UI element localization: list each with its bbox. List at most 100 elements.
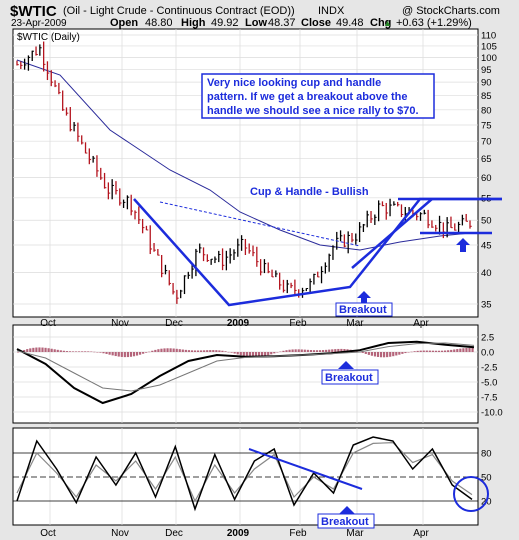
stoch-tick-label: 80 — [481, 449, 492, 460]
macd-hist-bar — [154, 349, 157, 352]
macd-hist-bar — [273, 352, 276, 354]
macd-hist-bar — [71, 351, 75, 352]
macd-hist-bar — [312, 350, 316, 352]
macd-hist-bar — [373, 352, 377, 357]
dashed-trendline — [159, 201, 361, 247]
x-axis-label: Dec — [165, 528, 183, 539]
macd-hist-bar — [215, 350, 218, 352]
chg-label: Chg — [370, 17, 391, 29]
macd-hist-bar — [379, 352, 383, 358]
macd-hist-bar — [169, 348, 172, 352]
price-tick-label: 110 — [481, 31, 496, 42]
macd-hist-bar — [318, 350, 322, 352]
stoch-line — [16, 436, 473, 512]
macd-line — [16, 340, 475, 405]
breakout-label: Breakout — [339, 304, 387, 316]
macd-hist-bar — [431, 350, 434, 352]
macd-hist-bar — [206, 350, 209, 352]
x-axis-label: Feb — [289, 318, 307, 329]
macd-hist-bar — [270, 352, 273, 355]
open-value: 48.80 — [145, 17, 173, 29]
macd-hist-bar — [428, 350, 431, 352]
macd-hist-bar — [401, 352, 404, 354]
macd-hist-bar — [413, 351, 416, 352]
macd-hist-bar — [230, 352, 233, 353]
macd-hist-bar — [78, 351, 81, 352]
macd-hist-bar — [389, 352, 392, 357]
x-axis-label: Apr — [413, 528, 429, 539]
annotation-line-1: Very nice looking cup and handle — [207, 77, 381, 89]
macd-hist-bar — [325, 349, 328, 352]
macd-hist-bar — [157, 349, 160, 352]
price-tick-label: 65 — [481, 154, 492, 165]
macd-hist-bar — [386, 352, 389, 358]
macd-breakout-arrow-icon — [338, 361, 354, 369]
macd-tick-label: -7.5 — [481, 393, 497, 404]
macd-hist-bar — [331, 349, 334, 352]
date-label: 23-Apr-2009 — [11, 18, 67, 29]
macd-hist-bar — [261, 352, 264, 357]
low-value: 48.37 — [268, 17, 296, 29]
macd-hist-bar — [35, 347, 38, 352]
stoch-breakout-arrow-icon — [339, 506, 355, 514]
macd-hist-bar — [17, 352, 20, 353]
x-axis-label: Oct — [40, 318, 56, 329]
macd-hist-bar — [236, 352, 239, 355]
macd-hist-bar — [227, 351, 230, 353]
macd-hist-bar — [361, 352, 364, 353]
macd-hist-bar — [212, 350, 215, 352]
macd-line — [16, 342, 475, 392]
macd-hist-bar — [419, 350, 422, 352]
price-tick-label: 105 — [481, 41, 497, 52]
macd-hist-bar — [471, 348, 474, 352]
breakout-trendline — [351, 198, 433, 269]
macd-hist-bar — [337, 348, 340, 352]
macd-hist-bar — [309, 350, 312, 352]
macd-hist-bar — [459, 348, 462, 352]
macd-hist-bar — [84, 351, 87, 352]
macd-hist-bar — [221, 350, 224, 352]
macd-hist-bar — [23, 349, 26, 352]
macd-hist-bar — [68, 351, 72, 352]
annotation-line-3: handle we should see a nice rally to $70… — [207, 105, 419, 117]
macd-hist-bar — [117, 352, 120, 357]
macd-hist-bar — [422, 350, 425, 352]
chg-value: +0.63 (+1.29%) — [396, 17, 472, 29]
chg-up-icon: ▲ — [383, 18, 392, 28]
price-tick-label: 85 — [481, 91, 492, 102]
macd-hist-bar — [376, 352, 380, 357]
high-label: High — [181, 17, 206, 29]
macd-hist-bar — [87, 351, 90, 352]
macd-hist-bar — [111, 352, 114, 356]
price-tick-label: 60 — [481, 173, 492, 184]
macd-hist-bar — [38, 347, 41, 352]
macd-hist-bar — [126, 352, 129, 358]
macd-hist-bar — [264, 352, 267, 357]
macd-hist-bar — [145, 352, 148, 353]
macd-hist-bar — [334, 349, 337, 352]
macd-hist-bar — [248, 352, 251, 358]
macd-hist-bar — [465, 348, 468, 352]
macd-hist-bar — [456, 349, 459, 352]
macd-hist-bar — [142, 352, 145, 354]
macd-hist-bar — [90, 351, 93, 353]
moving-average-line — [16, 59, 471, 251]
exchange-label: INDX — [318, 5, 345, 17]
macd-hist-bar — [151, 350, 154, 352]
macd-hist-bar — [32, 347, 35, 352]
macd-hist-bar — [187, 350, 190, 352]
price-tick-label: 45 — [481, 240, 492, 251]
x-axis-label: Nov — [111, 318, 129, 329]
macd-hist-bar — [303, 349, 306, 352]
macd-hist-bar — [447, 350, 450, 352]
macd-hist-bar — [44, 347, 47, 352]
macd-hist-bar — [300, 349, 303, 352]
price-tick-label: 35 — [481, 300, 492, 311]
macd-hist-bar — [148, 351, 151, 353]
macd-hist-bar — [294, 349, 297, 352]
macd-hist-bar — [209, 350, 212, 352]
price-tick-label: 90 — [481, 78, 492, 89]
macd-hist-bar — [135, 352, 139, 356]
macd-hist-bar — [410, 351, 413, 353]
